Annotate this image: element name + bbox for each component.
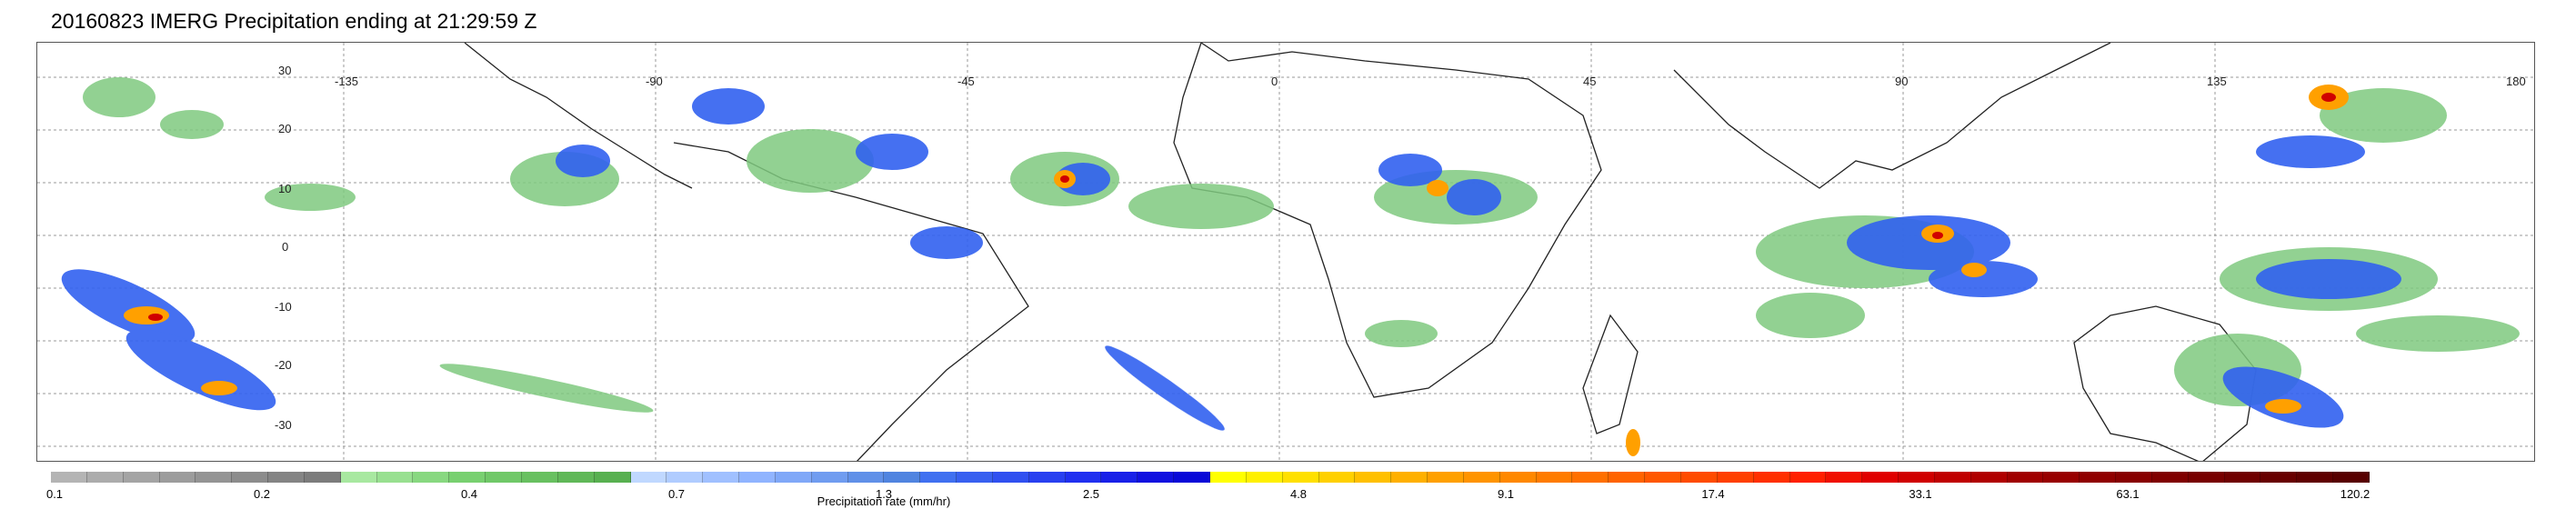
colorbar-segment [1934,472,1971,483]
colorbar-tick: 0.4 [460,487,478,501]
colorbar-segment [1680,472,1718,483]
lon-label-w135: -135 [335,75,359,88]
colorbar-segment [486,472,522,483]
lat-label-0: 0 [282,240,289,254]
colorbar-segment [630,472,667,483]
colorbar-segment [920,472,957,483]
colorbar-segment [1862,472,1899,483]
map-title: 20160823 IMERG Precipitation ending at 2… [51,9,537,33]
colorbar-segment [1572,472,1609,483]
lon-label-e90: 90 [1895,75,1909,88]
colorbar-segment [1899,472,1935,483]
colorbar-tick: 4.8 [1289,487,1308,501]
colorbar-tick: 63.1 [2116,487,2140,501]
colorbar-segment [703,472,740,483]
colorbar-segment [811,472,848,483]
colorbar-segment [2151,472,2189,483]
colorbar-segment [195,472,233,483]
colorbar-tick: 17.4 [1701,487,1725,501]
colorbar-segment [1536,472,1573,483]
colorbar-segment [159,472,196,483]
colorbar-segment [1355,472,1392,483]
colorbar-segment [1717,472,1754,483]
colorbar-segment [2007,472,2044,483]
colorbar-segment [1174,472,1210,483]
colorbar-tick: 33.1 [1909,487,1932,501]
colorbar-tick: 0.2 [253,487,271,501]
colorbar-segment [268,472,305,483]
colorbar-segment [232,472,269,483]
colorbar-segment [2224,472,2261,483]
colorbar-segment [2333,472,2370,483]
colorbar-segment [1463,472,1500,483]
colorbar-segment [1645,472,1681,483]
colorbar-segment [1065,472,1102,483]
lat-label-s10: -10 [275,300,292,314]
colorbar-segment [521,472,558,483]
lat-label-n20: 20 [278,122,292,135]
colorbar-segment [1028,472,1066,483]
colorbar-segment [739,472,776,483]
colorbar-segment [1826,472,1863,483]
lon-label-e135: 135 [2207,75,2227,88]
colorbar-segment [1753,472,1790,483]
lon-label-w45: -45 [957,75,975,88]
colorbar-segment [304,472,341,483]
colorbar-segment [594,472,631,483]
precipitation-map [36,42,2535,462]
colorbar-tick: 1.3 [875,487,893,501]
colorbar-segment [992,472,1029,483]
colorbar-tick: 120.2 [2340,487,2371,501]
colorbar-segment [2260,472,2298,483]
colorbar-segment [1101,472,1138,483]
colorbar-segment [449,472,486,483]
colorbar-segment [376,472,414,483]
colorbar-segment [340,472,377,483]
colorbar-segment [2297,472,2334,483]
lat-label-n10: 10 [278,182,292,195]
colorbar-segment [1970,472,2008,483]
colorbar-segment [1282,472,1319,483]
colorbar-tick: 2.5 [1082,487,1100,501]
colorbar-segment [86,472,124,483]
colorbar-segment [1609,472,1646,483]
precipitation-colorbar [51,472,2370,483]
colorbar-tick: 9.1 [1497,487,1515,501]
colorbar-segment [957,472,993,483]
lon-label-w90: -90 [646,75,663,88]
colorbar-segment [1318,472,1356,483]
colorbar-segment [557,472,595,483]
colorbar-segment [1499,472,1537,483]
colorbar-segment [1428,472,1464,483]
colorbar-segment [775,472,812,483]
colorbar-label: Precipitation rate (mm/hr) [817,494,951,508]
colorbar-segment [413,472,450,483]
colorbar-segment [884,472,921,483]
precipitation-cells [61,77,2520,456]
colorbar-segment [1391,472,1428,483]
colorbar-segment [847,472,885,483]
colorbar-segment [1789,472,1827,483]
colorbar-segment [2043,472,2080,483]
colorbar-tick: 0.7 [667,487,686,501]
lon-label-e45: 45 [1583,75,1597,88]
lat-label-s30: -30 [275,418,292,432]
graticule [37,43,2534,461]
map-canvas [37,43,2534,461]
lat-label-s20: -20 [275,358,292,372]
colorbar-segment [51,472,87,483]
colorbar-tick: 0.1 [45,487,64,501]
colorbar-segment [2188,472,2225,483]
colorbar-segment [667,472,704,483]
lon-label-0: 0 [1271,75,1278,88]
colorbar-segment [2116,472,2152,483]
colorbar-segment [1138,472,1175,483]
colorbar-segment [1246,472,1283,483]
lat-label-n30: 30 [278,64,292,77]
colorbar-segment [1210,472,1247,483]
colorbar-segment [123,472,160,483]
lon-label-e180: 180 [2506,75,2526,88]
colorbar-segment [2080,472,2117,483]
